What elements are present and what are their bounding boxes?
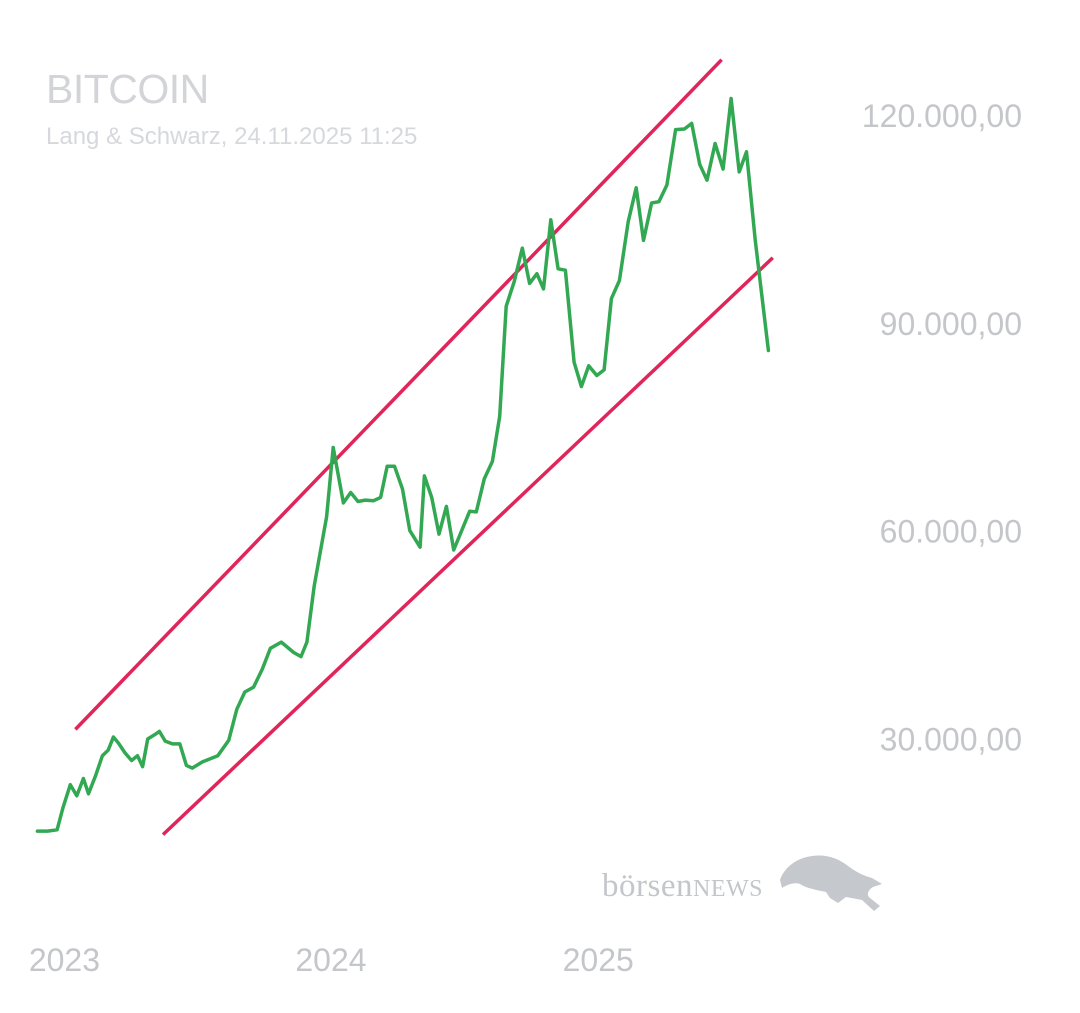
x-tick-label: 2023 (29, 942, 100, 978)
bull-logo-icon (780, 855, 882, 911)
x-tick-label: 2025 (563, 942, 634, 978)
watermark: börsenNEWS (602, 868, 763, 905)
channel-upper-line (74, 58, 723, 731)
price-series (35, 96, 771, 833)
bull-logo (780, 855, 882, 911)
y-axis-ticks: 30.000,00 60.000,00 90.000,00 120.000,00 (862, 98, 1022, 757)
y-tick-label: 90.000,00 (880, 306, 1022, 342)
x-axis-ticks: 2023 2024 2025 (29, 942, 634, 978)
chart-title: BITCOIN (46, 66, 209, 112)
channel-lower-line (161, 256, 774, 836)
x-tick-label: 2024 (295, 942, 366, 978)
y-tick-label: 30.000,00 (880, 721, 1022, 757)
price-line (35, 96, 771, 833)
watermark-suffix: NEWS (692, 876, 763, 902)
trend-channel (74, 58, 774, 836)
y-tick-label: 120.000,00 (862, 98, 1022, 134)
y-tick-label: 60.000,00 (880, 514, 1022, 550)
watermark-prefix: börsen (602, 868, 693, 904)
chart-subtitle: Lang & Schwarz, 24.11.2025 11:25 (46, 123, 418, 150)
